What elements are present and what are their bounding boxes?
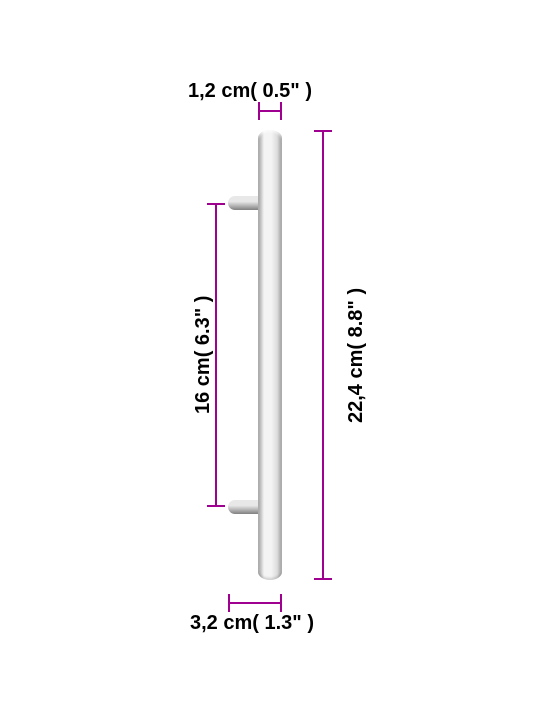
dim-right-line [322,130,324,580]
dim-top-cap-right [280,102,282,120]
dim-left-cap-bottom [207,505,225,507]
diagram-stage: 1,2 cm( 0.5" ) 22,4 cm( 8.8" ) 16 cm( 6.… [0,0,540,720]
dim-right-cap-top [314,130,332,132]
dim-left-cap-top [207,203,225,205]
dim-bottom-cap-left [228,594,230,612]
handle-peg-top [228,196,258,210]
dim-top-label: 1,2 cm( 0.5" ) [188,80,312,103]
dim-left-label: 16 cm( 6.3" ) [193,265,213,445]
dim-bottom-label: 3,2 cm( 1.3" ) [190,612,314,635]
dim-top-cap-left [258,102,260,120]
handle-peg-bottom [228,500,258,514]
handle-bar [258,130,282,580]
dim-bottom-cap-right [280,594,282,612]
dim-right-cap-bottom [314,578,332,580]
dim-top-line [258,110,282,112]
dim-left-line [215,203,217,507]
dim-bottom-line [228,602,282,604]
dim-right-label: 22,4 cm( 8.8" ) [346,255,366,455]
